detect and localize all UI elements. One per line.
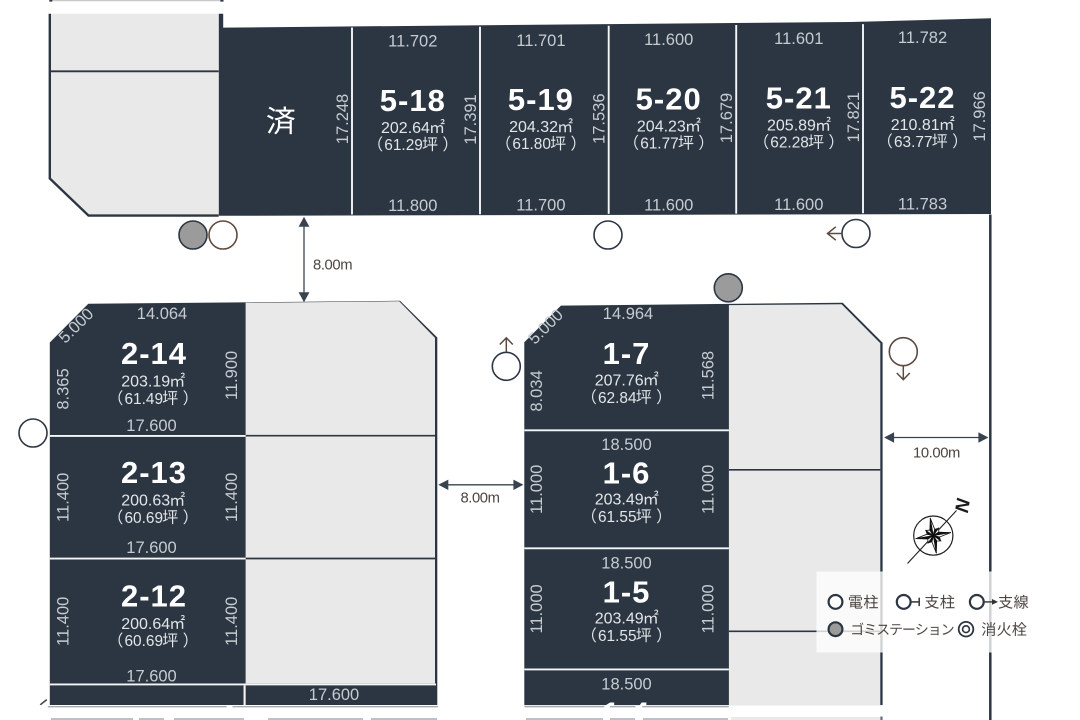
svg-text:N: N <box>950 496 973 514</box>
svg-text:5-19: 5-19 <box>508 82 574 117</box>
svg-text:203.19: 203.19 <box>121 374 170 391</box>
svg-text:8.365: 8.365 <box>55 368 73 409</box>
svg-text:11.000: 11.000 <box>528 465 546 514</box>
svg-text:207.76: 207.76 <box>595 372 644 389</box>
svg-text:5-18: 5-18 <box>380 83 446 118</box>
svg-text:1-5: 1-5 <box>603 574 651 609</box>
svg-text:17.600: 17.600 <box>126 417 176 435</box>
svg-text:11.000: 11.000 <box>700 465 718 514</box>
svg-text:62.28: 62.28 <box>770 135 809 152</box>
svg-text:62.84: 62.84 <box>598 390 637 407</box>
svg-text:204.32: 204.32 <box>509 119 558 136</box>
svg-text:5-22: 5-22 <box>889 80 955 115</box>
svg-text:17.600: 17.600 <box>309 686 359 704</box>
svg-text:205.89: 205.89 <box>767 118 816 135</box>
svg-text:5-20: 5-20 <box>636 82 702 117</box>
svg-text:2-14: 2-14 <box>121 336 187 371</box>
svg-text:11.568: 11.568 <box>700 351 718 400</box>
svg-text:18.500: 18.500 <box>601 436 651 454</box>
svg-text:61.49: 61.49 <box>125 391 164 408</box>
svg-text:11.400: 11.400 <box>55 597 73 646</box>
svg-text:11.900: 11.900 <box>223 351 241 400</box>
svg-text:61.55: 61.55 <box>598 509 637 526</box>
svg-text:1-6: 1-6 <box>603 455 651 490</box>
svg-text:61.29: 61.29 <box>384 137 423 154</box>
svg-text:17.679: 17.679 <box>718 93 736 143</box>
svg-text:11.601: 11.601 <box>774 30 823 48</box>
svg-text:11.700: 11.700 <box>516 197 565 215</box>
svg-text:11.000: 11.000 <box>700 584 718 633</box>
svg-text:11.600: 11.600 <box>644 31 693 49</box>
svg-text:11.702: 11.702 <box>388 33 437 51</box>
svg-text:11.400: 11.400 <box>223 597 241 646</box>
svg-text:17.966: 17.966 <box>971 91 989 141</box>
svg-text:2-12: 2-12 <box>121 578 187 613</box>
svg-text:17.600: 17.600 <box>126 668 176 686</box>
svg-text:202.64: 202.64 <box>381 120 430 137</box>
svg-text:203.49: 203.49 <box>595 611 644 628</box>
svg-text:204.23: 204.23 <box>637 119 686 136</box>
svg-text:17.600: 17.600 <box>126 539 176 557</box>
svg-text:60.69: 60.69 <box>125 510 164 527</box>
svg-text:63.77: 63.77 <box>894 134 933 151</box>
svg-text:18.500: 18.500 <box>601 554 651 572</box>
svg-text:2-13: 2-13 <box>121 455 187 490</box>
svg-text:210.81: 210.81 <box>891 117 940 134</box>
svg-text:17.821: 17.821 <box>845 92 863 142</box>
svg-text:17.248: 17.248 <box>334 94 352 144</box>
svg-text:11.800: 11.800 <box>388 197 437 215</box>
svg-text:18.500: 18.500 <box>601 676 651 694</box>
svg-text:17.536: 17.536 <box>591 93 609 143</box>
svg-text:10.00m: 10.00m <box>913 446 960 462</box>
svg-text:11.000: 11.000 <box>528 584 546 633</box>
svg-text:11.783: 11.783 <box>898 196 947 214</box>
svg-text:11.600: 11.600 <box>644 196 693 214</box>
svg-text:61.77: 61.77 <box>640 136 679 153</box>
svg-text:61.80: 61.80 <box>512 136 551 153</box>
svg-text:17.391: 17.391 <box>462 94 480 144</box>
svg-text:11.600: 11.600 <box>774 196 823 214</box>
svg-text:5-21: 5-21 <box>766 81 832 116</box>
svg-text:14.964: 14.964 <box>603 305 653 323</box>
svg-text:200.64: 200.64 <box>121 616 170 633</box>
svg-text:203.49: 203.49 <box>595 492 644 509</box>
svg-text:11.400: 11.400 <box>223 473 241 522</box>
svg-text:1-7: 1-7 <box>603 336 651 371</box>
svg-text:11.400: 11.400 <box>55 473 73 522</box>
svg-text:200.63: 200.63 <box>121 493 170 510</box>
svg-text:61.55: 61.55 <box>598 628 637 645</box>
svg-text:8.00m: 8.00m <box>460 491 499 507</box>
svg-text:8.00m: 8.00m <box>313 258 352 274</box>
svg-text:11.701: 11.701 <box>516 32 565 50</box>
svg-text:14.064: 14.064 <box>137 305 187 323</box>
svg-text:11.782: 11.782 <box>898 29 947 47</box>
svg-text:60.69: 60.69 <box>125 633 164 650</box>
svg-text:8.034: 8.034 <box>528 370 546 411</box>
